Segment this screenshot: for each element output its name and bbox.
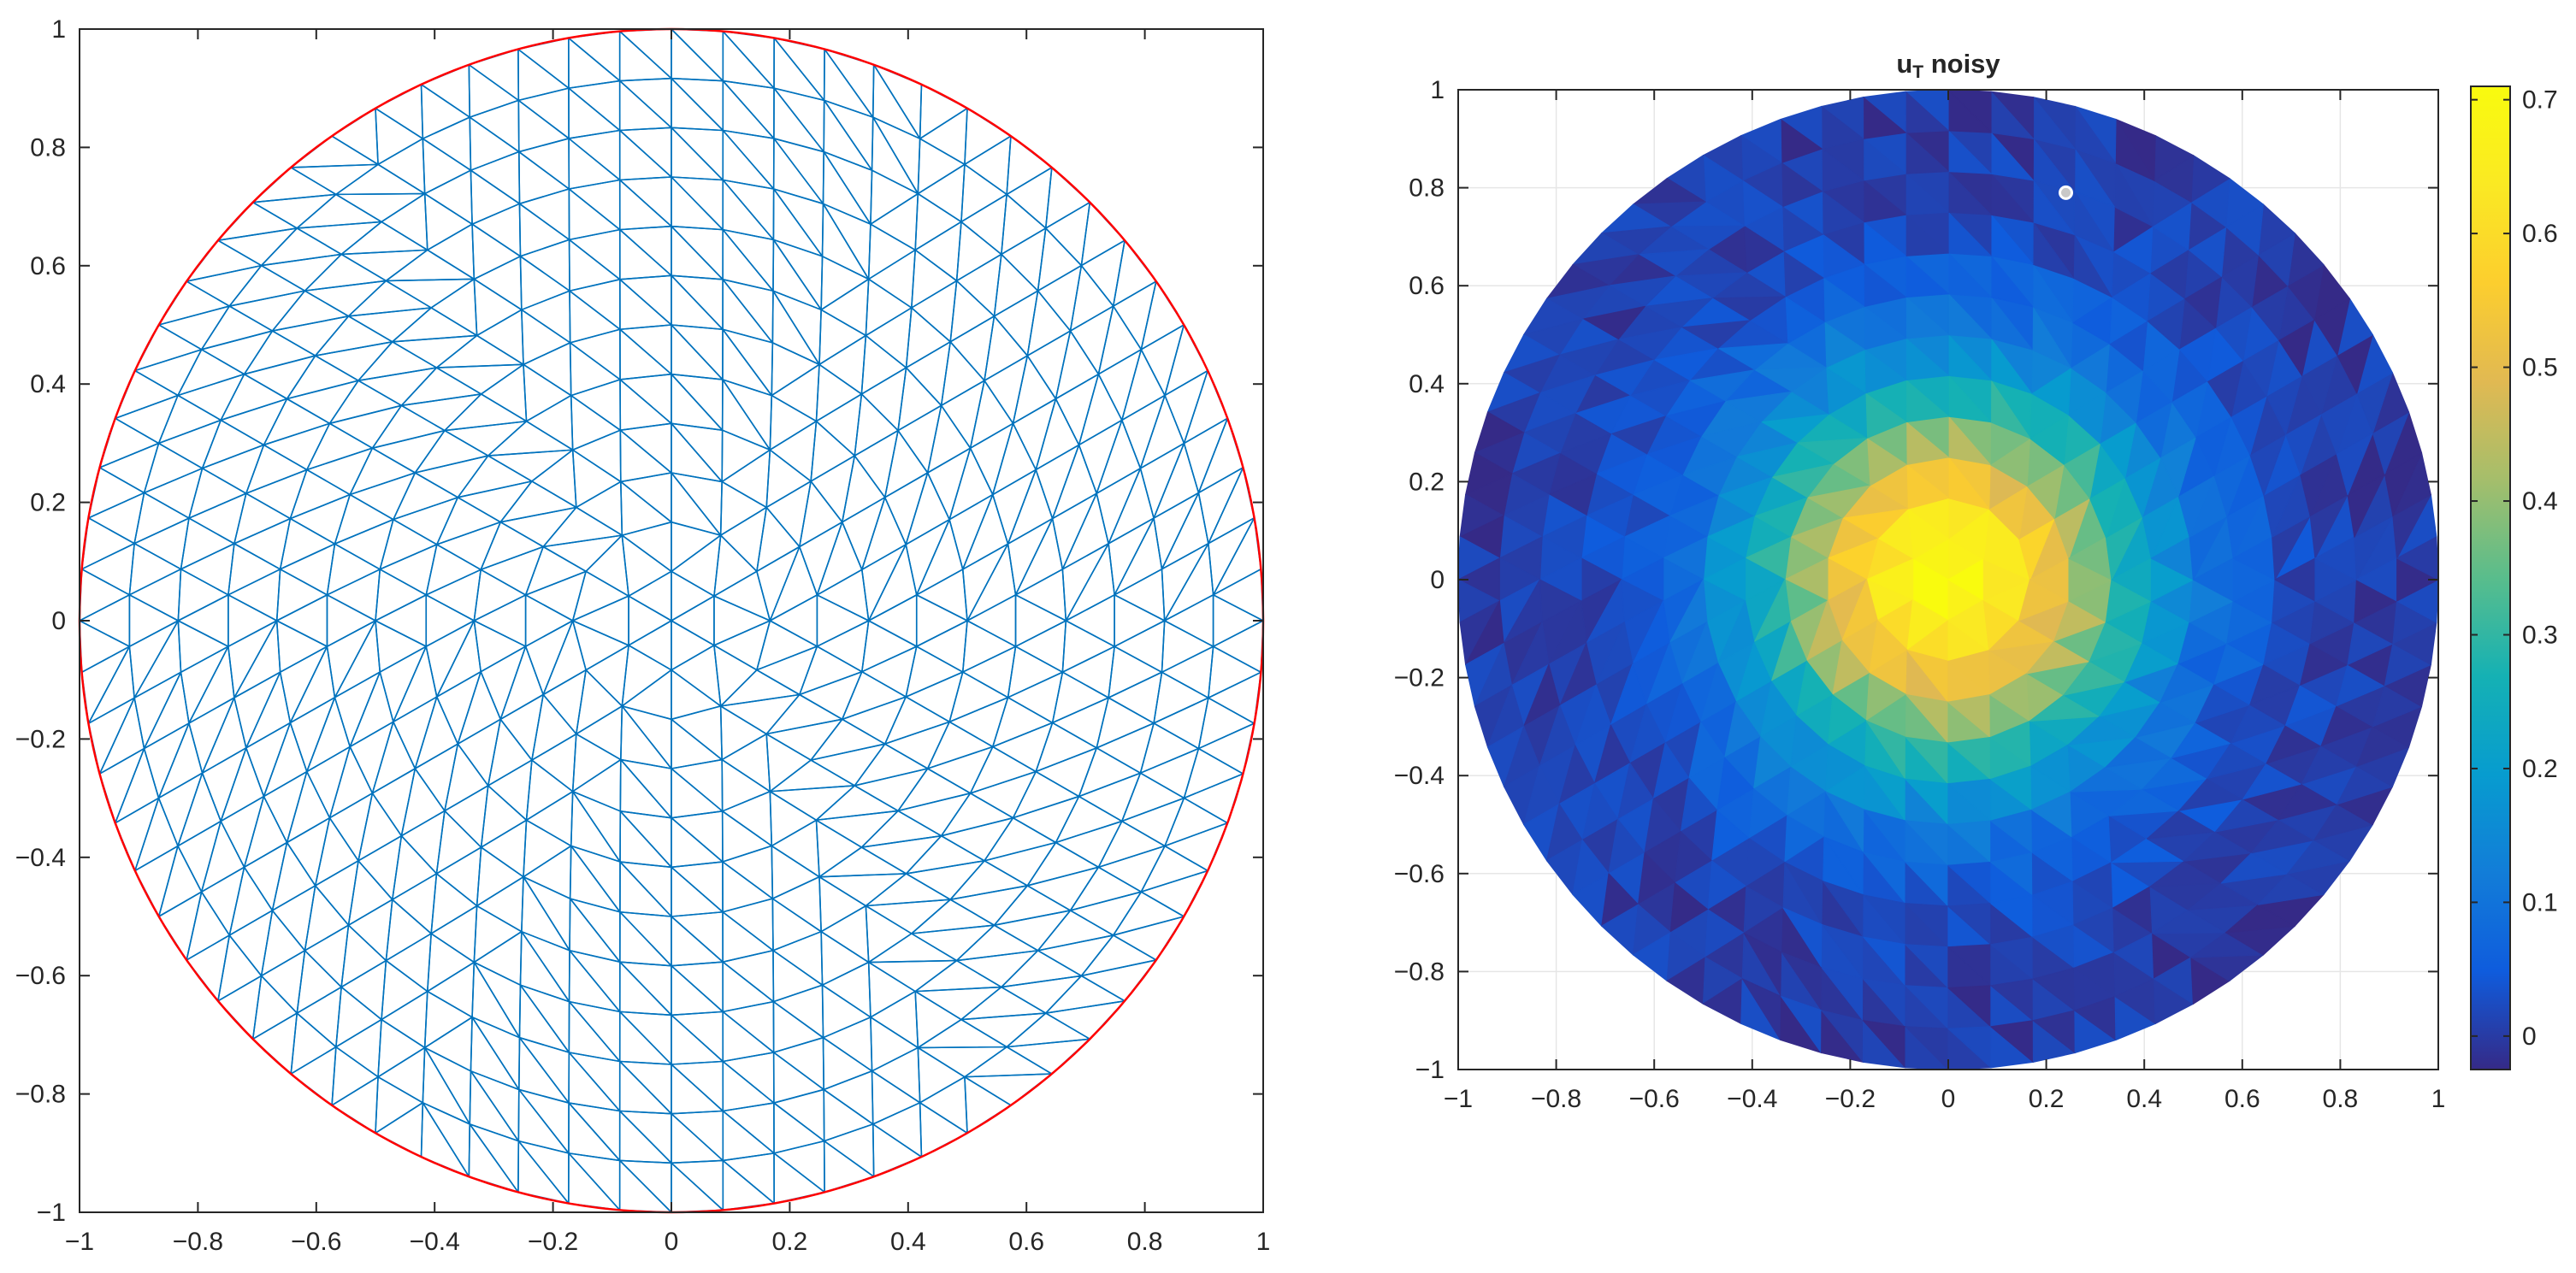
mesh-y-tick-label: −1 (37, 1199, 66, 1227)
field-y-tick-label: 0.8 (1409, 174, 1445, 203)
field-y-tick-label: −0.8 (1394, 958, 1445, 986)
field-x-tick-label: 0.4 (2126, 1085, 2162, 1113)
colorbar-gradient (2470, 85, 2511, 1070)
colorbar: 0 0.1 0.2 0.3 0.4 0.5 0.6 0.7 (2470, 85, 2558, 1070)
colorbar-tick-label: 0.6 (2522, 220, 2558, 248)
field-y-tick-label: 0.2 (1409, 468, 1445, 496)
colorbar-tick-marks (2471, 98, 2510, 1037)
field-y-tick-label: 0 (1430, 566, 1445, 594)
field-tick-marks (1457, 89, 2439, 1070)
mesh-chart: −1 −0.8 −0.6 −0.4 −0.2 0 0.2 0.4 0.6 0.8 1 −1−0.8−… (15, 15, 1271, 1256)
mesh-x-tick-label: 0.2 (772, 1228, 808, 1256)
mesh-x-tick-label: 0.6 (1008, 1228, 1044, 1256)
mesh-y-tick-label: −0.8 (15, 1081, 66, 1109)
field-y-tick-label: −0.4 (1394, 762, 1445, 790)
field-cell (2396, 536, 2438, 581)
field-x-tick-label: 0.2 (2029, 1085, 2065, 1113)
field-x-tick-label: −1 (1444, 1085, 1473, 1113)
mesh-y-tick-label: 1 (51, 15, 66, 44)
field-chart-title: uT noisy (1896, 49, 2000, 82)
field-y-tick-label: −0.6 (1394, 860, 1445, 888)
colorbar-tick-labels: 0 0.1 0.2 0.3 0.4 0.5 0.6 0.7 (2522, 86, 2558, 1051)
mesh-x-tick-label: −0.4 (410, 1228, 460, 1256)
field-x-tick-label: 0 (1941, 1085, 1956, 1113)
field-y-tick-label: −1 (1415, 1056, 1445, 1084)
field-y-tick-label: 1 (1430, 76, 1445, 104)
mesh-x-tick-label: 0.4 (890, 1228, 926, 1256)
mesh-x-tick-label: 1 (1256, 1228, 1271, 1256)
mesh-x-tick-label: 0.8 (1127, 1228, 1163, 1256)
field-marker (2059, 185, 2074, 200)
mesh-y-tick-label: 0.4 (30, 370, 66, 398)
colorbar-tick-label: 0.2 (2522, 755, 2558, 783)
mesh-y-tick-label: 0.8 (30, 133, 66, 162)
field-x-tick-label: 1 (2431, 1085, 2446, 1113)
field-x-tick-label: −0.6 (1629, 1085, 1680, 1113)
field-chart: uT noisy −1 −0.8 −0.6 −0.4 −0.2 0 0.2 0.4 0.6 0.8… (1394, 49, 2446, 1113)
field-x-tick-label: −0.4 (1727, 1085, 1777, 1113)
mesh-x-tick-label: 0 (665, 1228, 679, 1256)
colorbar-tick-label: 0.3 (2522, 621, 2558, 649)
colorbar-tick-label: 0 (2522, 1023, 2537, 1051)
mesh-x-tick-label: −0.2 (528, 1228, 578, 1256)
field-cells (1458, 90, 2438, 1070)
mesh-x-tick-label: −0.8 (173, 1228, 223, 1256)
colorbar-tick-label: 0.5 (2522, 354, 2558, 382)
colorbar-tick-label: 0.4 (2522, 487, 2558, 516)
mesh-y-tick-label: 0 (51, 607, 66, 635)
mesh-tick-marks (79, 28, 1264, 1213)
mesh-y-tick-label: −0.4 (15, 844, 66, 872)
field-x-tick-labels: −1 −0.8 −0.6 −0.4 −0.2 0 0.2 0.4 0.6 0.8 1 (1444, 1085, 2445, 1113)
mesh-x-tick-labels: −1 −0.8 −0.6 −0.4 −0.2 0 0.2 0.4 0.6 0.8 1 (65, 1228, 1270, 1256)
mesh-y-tick-label: 0.6 (30, 252, 66, 280)
field-x-tick-label: −0.8 (1531, 1085, 1581, 1113)
field-x-tick-label: 0.8 (2323, 1085, 2359, 1113)
mesh-y-tick-label: −0.6 (15, 962, 66, 990)
mesh-y-tick-label: −0.2 (15, 725, 66, 753)
colorbar-tick-label: 0.1 (2522, 888, 2558, 916)
mesh-y-tick-labels: −1 −0.8 −0.6 −0.4 −0.2 0 0.2 0.4 0.6 0.8 1 (15, 15, 66, 1227)
field-y-tick-label: 0.4 (1409, 370, 1445, 398)
mesh-x-tick-label: −0.6 (291, 1228, 341, 1256)
field-x-tick-label: −0.2 (1825, 1085, 1876, 1113)
colorbar-tick-label: 0.7 (2522, 86, 2558, 115)
field-y-tick-label: 0.6 (1409, 272, 1445, 300)
mesh-x-tick-label: −1 (65, 1228, 94, 1256)
field-x-tick-label: 0.6 (2224, 1085, 2260, 1113)
field-y-tick-label: −0.2 (1394, 664, 1445, 692)
mesh-edges (80, 29, 1263, 1212)
mesh-y-tick-label: 0.2 (30, 489, 66, 517)
field-y-tick-labels: −1 −0.8 −0.6 −0.4 −0.2 0 0.2 0.4 0.6 0.8 1 (1394, 76, 1445, 1084)
